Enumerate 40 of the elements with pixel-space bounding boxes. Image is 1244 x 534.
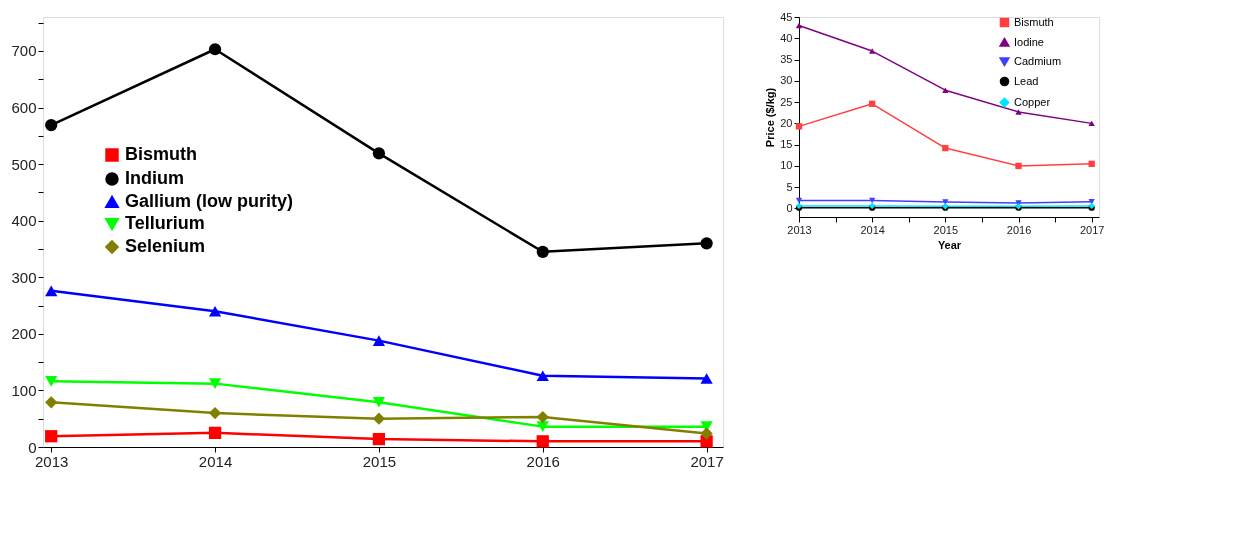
- y-tick-label: 600: [11, 99, 37, 117]
- legend-label: Bismuth: [125, 144, 197, 164]
- x-tick-label: 2016: [1006, 223, 1032, 236]
- legend-label: Lead: [1014, 74, 1039, 87]
- x-tick-label: 2017: [1079, 223, 1105, 236]
- x-tick-label: 2013: [35, 452, 69, 470]
- y-axis-title: Price ($/kg): [764, 87, 777, 148]
- x-tick-label: 2017: [690, 452, 724, 470]
- y-tick-label: 25: [780, 95, 793, 108]
- y-tick-label: 45: [780, 10, 793, 23]
- legend-label: Selenium: [125, 236, 206, 256]
- legend-label: Indium: [125, 168, 184, 188]
- legend-label: Cadmium: [1014, 54, 1062, 67]
- y-tick-label: 20: [780, 116, 793, 129]
- y-tick-label: 35: [780, 53, 793, 66]
- y-tick-label: 700: [11, 42, 37, 60]
- x-tick-label: 2015: [933, 223, 959, 236]
- legend-label: Copper: [1014, 95, 1051, 108]
- y-tick-label: 40: [780, 31, 793, 44]
- y-tick-label: 30: [780, 74, 793, 87]
- y-tick-label: 500: [11, 155, 37, 173]
- x-tick-label: 2013: [787, 223, 812, 236]
- y-tick-label: 100: [11, 381, 37, 399]
- y-tick-label: 0: [786, 201, 793, 214]
- x-tick-label: 2015: [362, 452, 397, 470]
- y-tick-label: 200: [11, 325, 37, 343]
- y-tick-label: 10: [780, 159, 793, 172]
- y-tick-label: 300: [11, 268, 37, 286]
- legend-label: Bismuth: [1014, 15, 1054, 28]
- x-tick-label: 2014: [860, 223, 885, 236]
- y-tick-label: 400: [11, 212, 37, 230]
- y-tick-label: 5: [786, 180, 793, 193]
- legend-label: Gallium (low purity): [125, 191, 294, 211]
- x-tick-label: 2016: [526, 452, 560, 470]
- y-tick-label: 0: [28, 438, 37, 456]
- x-axis-title: Year: [937, 238, 962, 251]
- legend-label: Tellurium: [125, 213, 205, 233]
- x-tick-label: 2014: [198, 452, 233, 470]
- legend-label: Iodine: [1014, 35, 1044, 48]
- y-tick-label: 15: [780, 138, 793, 151]
